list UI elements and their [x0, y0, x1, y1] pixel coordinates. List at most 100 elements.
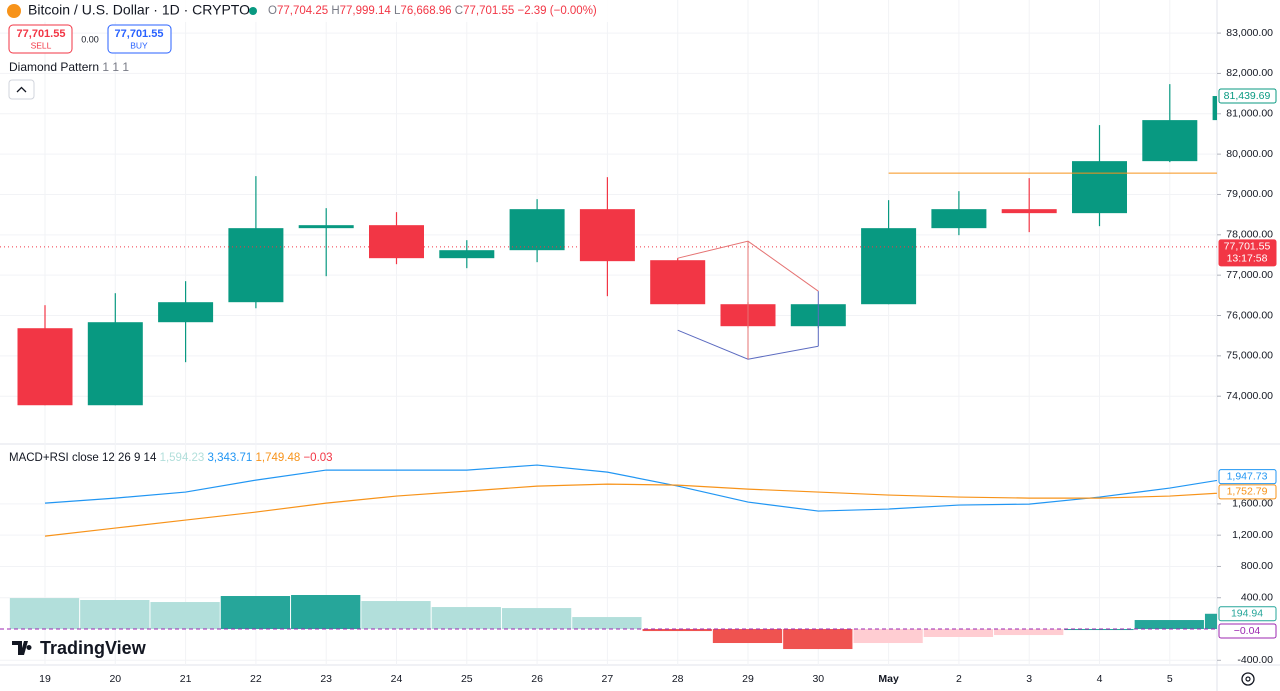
y-tick-label: 80,000.00	[1226, 148, 1273, 160]
histogram-bar	[80, 600, 150, 630]
histogram-last-label: 194.94	[1231, 608, 1263, 620]
market-status	[249, 7, 257, 15]
macd-readout: −0.03	[303, 452, 332, 464]
macd-legend: MACD+RSI close 12 26 9 14 1,594.23 3,343…	[9, 452, 333, 464]
y-tick-label: 82,000.00	[1226, 67, 1273, 79]
x-tick-label: 4	[1097, 673, 1103, 685]
macd-params: close 12 26 9 14	[72, 452, 157, 464]
sell-price: 77,701.55	[17, 28, 66, 40]
macd-readout: 3,343.71	[208, 452, 253, 464]
candle-body	[369, 225, 424, 259]
candle-body	[158, 302, 214, 323]
plot-area	[0, 84, 1217, 650]
buy-price: 77,701.55	[115, 28, 164, 40]
histogram-bar	[994, 629, 1064, 636]
last-price-label-box	[1218, 88, 1277, 104]
y-tick-label: 400.00	[1241, 592, 1273, 604]
zero-line-label: −0.04	[1234, 625, 1261, 637]
change: −2.39 (−0.00%)	[517, 5, 596, 17]
price-line-label-box	[1218, 239, 1277, 267]
histogram-bar	[291, 594, 361, 630]
collapse-button[interactable]	[8, 79, 35, 100]
x-tick-label: 25	[461, 673, 473, 685]
ohlc-key: L	[394, 5, 401, 17]
axes: 74,000.00 75,000.00 76,000.00 77,000.00 78,0…	[39, 27, 1277, 685]
buy-label: BUY	[130, 40, 148, 50]
ohlc: O77,704.25 H77,999.14 L76,668.96 C77,701…	[268, 5, 597, 17]
x-tick-label: 2	[956, 673, 962, 685]
x-tick-label: 29	[742, 673, 754, 685]
histogram-bar	[923, 629, 994, 637]
candle-body	[650, 260, 706, 305]
histogram-last-label-box	[1218, 606, 1277, 622]
sell-button[interactable]	[8, 24, 73, 54]
y-tick-label: 79,000.00	[1226, 188, 1273, 200]
candle-body	[87, 322, 143, 406]
candle-body	[298, 225, 354, 229]
settings-button[interactable]	[1241, 672, 1255, 686]
series-last-label-box	[1218, 484, 1277, 500]
ohlc-value: 77,999.14	[340, 5, 392, 17]
y-tick-label: 800.00	[1241, 560, 1273, 572]
candle-body	[579, 209, 635, 262]
last-price-label: 81,439.69	[1224, 90, 1271, 102]
settings-icon	[1245, 676, 1251, 682]
y-tick-label: -400.00	[1237, 654, 1273, 666]
price-line-label: 77,701.55	[1224, 241, 1271, 253]
histogram-bar	[150, 602, 220, 630]
ohlc-key: O	[268, 5, 277, 17]
ohlc-value: 77,704.25	[277, 5, 328, 17]
x-tick-label: 26	[531, 673, 543, 685]
histogram-bar	[9, 598, 80, 630]
symbol-icon	[7, 4, 21, 18]
ohlc-key: C	[455, 5, 463, 17]
y-tick-label: 75,000.00	[1226, 350, 1273, 362]
y-tick-label: 1,600.00	[1232, 498, 1273, 510]
price-line-label-countdown: 13:17:58	[1227, 253, 1268, 265]
header-bg	[0, 0, 620, 22]
histogram-bar	[853, 629, 923, 644]
histogram-bar	[642, 629, 712, 632]
histogram-bar	[783, 629, 853, 650]
y-tick-label: 1,200.00	[1232, 529, 1273, 541]
x-tick-label: 27	[602, 673, 614, 685]
histogram-bar	[1134, 620, 1204, 630]
candle-body	[228, 228, 284, 303]
macd-title-line: MACD+RSI close 12 26 9 14 1,594.23 3,343…	[9, 452, 333, 464]
histogram-bar	[1064, 629, 1134, 631]
x-tick-label: 5	[1167, 673, 1173, 685]
symbol-title: Bitcoin / U.S. Dollar · 1D · CRYPTO	[28, 2, 250, 18]
x-tick-label: 21	[180, 673, 192, 685]
buy-button[interactable]	[107, 24, 172, 54]
candle-body	[17, 328, 73, 406]
x-tick-label: May	[878, 673, 899, 685]
watermark-text: TradingView	[40, 638, 147, 658]
candle-body	[509, 209, 565, 251]
macd-readout: 1,594.23	[160, 452, 205, 464]
zero-line-label-box	[1218, 623, 1277, 639]
series-last-label: 1,947.73	[1227, 470, 1268, 482]
indicator-name: Diamond Pattern	[9, 60, 99, 74]
candle-body	[1212, 96, 1217, 121]
x-tick-label: 20	[109, 673, 121, 685]
ohlc-value: 77,701.55	[463, 5, 514, 17]
candle-body	[1142, 120, 1198, 162]
grid	[0, 0, 1217, 665]
y-tick-label: 83,000.00	[1226, 27, 1273, 39]
x-tick-label: 3	[1026, 673, 1032, 685]
histogram-bar	[220, 596, 291, 630]
macd-line	[44, 464, 1217, 512]
histogram-bar	[1204, 613, 1217, 630]
histogram-bar	[501, 608, 572, 630]
candle-body	[439, 250, 495, 259]
series-last-label: 1,752.79	[1227, 486, 1268, 498]
y-tick-label: 74,000.00	[1226, 390, 1273, 402]
candle-body	[861, 228, 917, 305]
indicator-legend: Diamond Pattern 1 1 1	[9, 60, 129, 74]
x-tick-label: 22	[250, 673, 262, 685]
candle-body	[931, 209, 987, 229]
y-tick-label: 81,000.00	[1226, 108, 1273, 120]
collapse-icon	[16, 86, 27, 93]
y-tick-label: 77,000.00	[1226, 269, 1273, 281]
x-tick-label: 28	[672, 673, 684, 685]
